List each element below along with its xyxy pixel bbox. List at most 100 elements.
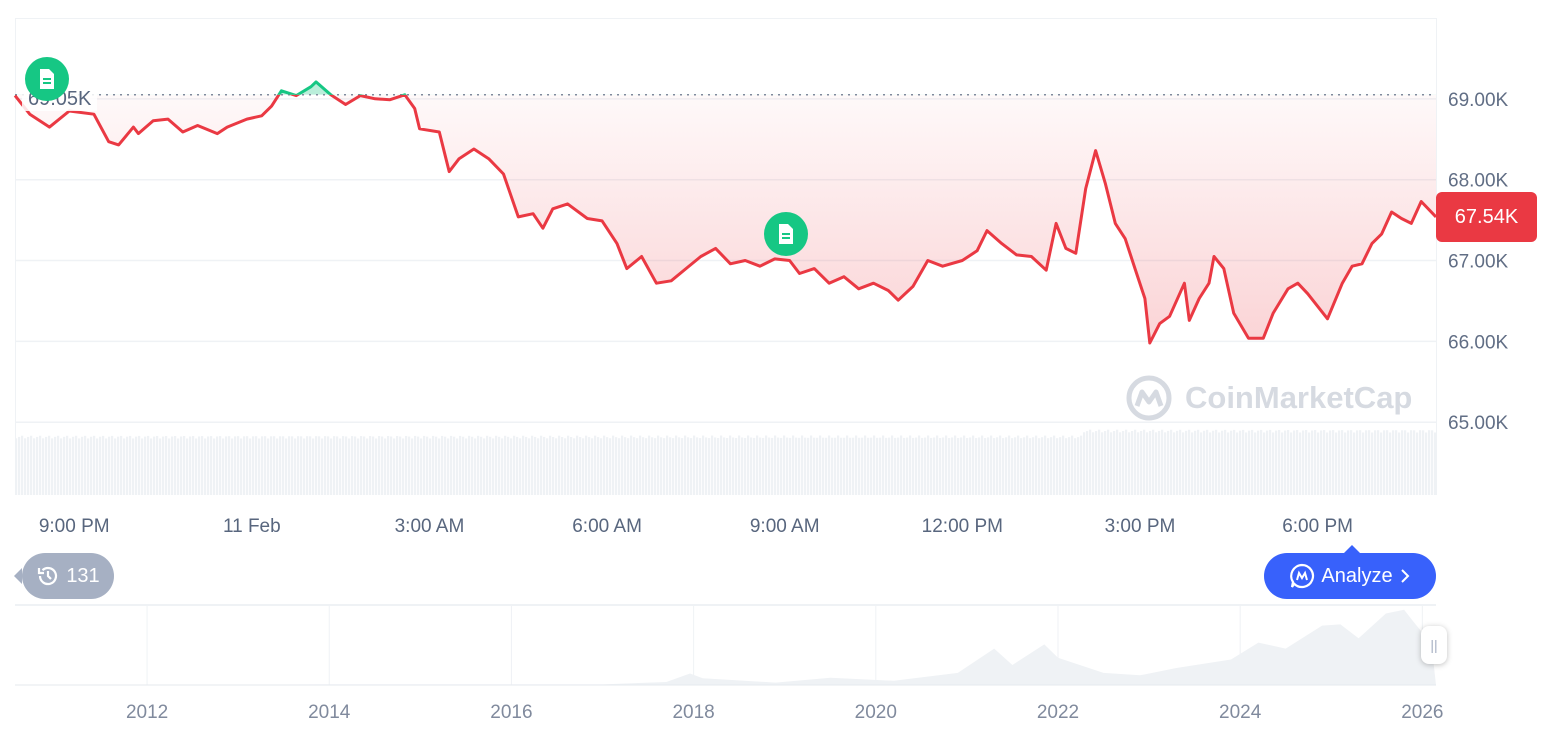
volume-bar — [699, 438, 702, 495]
volume-bar — [156, 435, 159, 495]
volume-bar — [243, 436, 246, 495]
volume-bar — [960, 437, 963, 495]
navigator[interactable]: 2012 2014 2016 2018 2020 2022 2024 2026 — [15, 604, 1443, 723]
volume-bar — [1227, 432, 1230, 495]
volume-bar — [966, 438, 969, 495]
volume-bar — [885, 437, 888, 495]
volume-bar — [954, 435, 957, 495]
volume-bar — [318, 436, 321, 495]
volume-bar — [642, 437, 645, 495]
volume-bar — [222, 438, 225, 495]
volume-bar — [192, 436, 195, 495]
news-marker[interactable] — [25, 57, 69, 101]
volume-bar — [1029, 438, 1032, 495]
volume-bar — [375, 438, 378, 495]
analyze-button[interactable]: Analyze — [1264, 545, 1436, 599]
history-button[interactable]: 131 — [14, 553, 114, 599]
volume-bar — [669, 437, 672, 495]
volume-bar — [1257, 430, 1260, 495]
navigator-year-label: 2026 — [1401, 702, 1443, 723]
volume-bar — [1242, 429, 1245, 495]
volume-bar — [489, 436, 492, 495]
volume-bar — [126, 436, 129, 495]
volume-bar — [1182, 432, 1185, 495]
volume-bar — [1002, 438, 1005, 495]
volume-bar — [693, 435, 696, 495]
volume-bar — [882, 435, 885, 495]
volume-bar — [1149, 430, 1152, 495]
volume-bar — [825, 437, 828, 495]
volume-bar — [747, 435, 750, 495]
volume-bar — [831, 437, 834, 495]
volume-bar — [744, 437, 747, 495]
volume-bar — [510, 438, 513, 495]
volume-bar — [1407, 432, 1410, 495]
volume-bar — [756, 435, 759, 495]
volume-bar — [177, 438, 180, 495]
volume-bar — [333, 436, 336, 495]
history-clock-icon — [38, 566, 58, 586]
volume-bar — [180, 436, 183, 495]
volume-bar — [750, 437, 753, 495]
volume-bar — [1068, 437, 1071, 495]
price-line-down — [13, 94, 1438, 345]
volume-bar — [477, 435, 480, 495]
volume-bar — [678, 437, 681, 495]
navigator-handle[interactable]: || — [1421, 626, 1447, 664]
volume-bar — [36, 436, 39, 495]
volume-bar — [558, 435, 561, 495]
volume-bar — [1341, 430, 1344, 495]
volume-bar — [237, 436, 240, 495]
x-tick-label: 6:00 AM — [572, 516, 642, 537]
volume-bar — [168, 438, 171, 495]
volume-bar — [363, 436, 366, 495]
volume-bar — [60, 438, 63, 495]
volume-bar — [1074, 438, 1077, 495]
volume-bar — [135, 436, 138, 495]
volume-bar — [963, 435, 966, 495]
volume-bar — [1218, 432, 1221, 495]
volume-bar — [951, 437, 954, 495]
volume-bar — [414, 435, 417, 495]
volume-bar — [1158, 430, 1161, 495]
volume-bar — [297, 436, 300, 495]
y-tick-label: 67.00K — [1448, 252, 1509, 273]
volume-bar — [564, 438, 567, 495]
volume-bar — [108, 436, 111, 495]
volume-bar — [1293, 430, 1296, 495]
volume-bar — [1071, 435, 1074, 495]
volume-bar — [348, 438, 351, 495]
volume-bar — [1233, 429, 1236, 495]
volume-bar — [738, 435, 741, 495]
volume-bar — [1416, 432, 1419, 495]
volume-bar — [765, 435, 768, 495]
volume-bar — [540, 435, 543, 495]
volume-bar — [804, 437, 807, 495]
volume-bar — [1359, 430, 1362, 495]
volume-bar — [1260, 429, 1263, 495]
volume-bar — [1119, 432, 1122, 495]
volume-bar — [690, 438, 693, 495]
volume-bar — [1221, 430, 1224, 495]
volume-bar — [330, 438, 333, 495]
volume-bar — [372, 436, 375, 495]
volume-bar — [1290, 432, 1293, 495]
y-tick-label: 66.00K — [1448, 332, 1509, 353]
news-marker[interactable] — [764, 212, 808, 256]
volume-bar — [1287, 429, 1290, 495]
volume-bar — [654, 438, 657, 495]
volume-bar — [147, 435, 150, 495]
navigator-year-label: 2024 — [1219, 702, 1262, 723]
volume-bar — [888, 437, 891, 495]
volume-bar — [1035, 435, 1038, 495]
navigator-year-label: 2020 — [855, 702, 897, 723]
volume-bar — [261, 436, 264, 495]
price-area-down — [15, 94, 1436, 343]
volume-bar — [1398, 432, 1401, 495]
volume-bar — [117, 436, 120, 495]
volume-bar — [465, 438, 468, 495]
volume-bar — [834, 437, 837, 495]
volume-bar — [735, 437, 738, 495]
volume-bar — [981, 435, 984, 495]
